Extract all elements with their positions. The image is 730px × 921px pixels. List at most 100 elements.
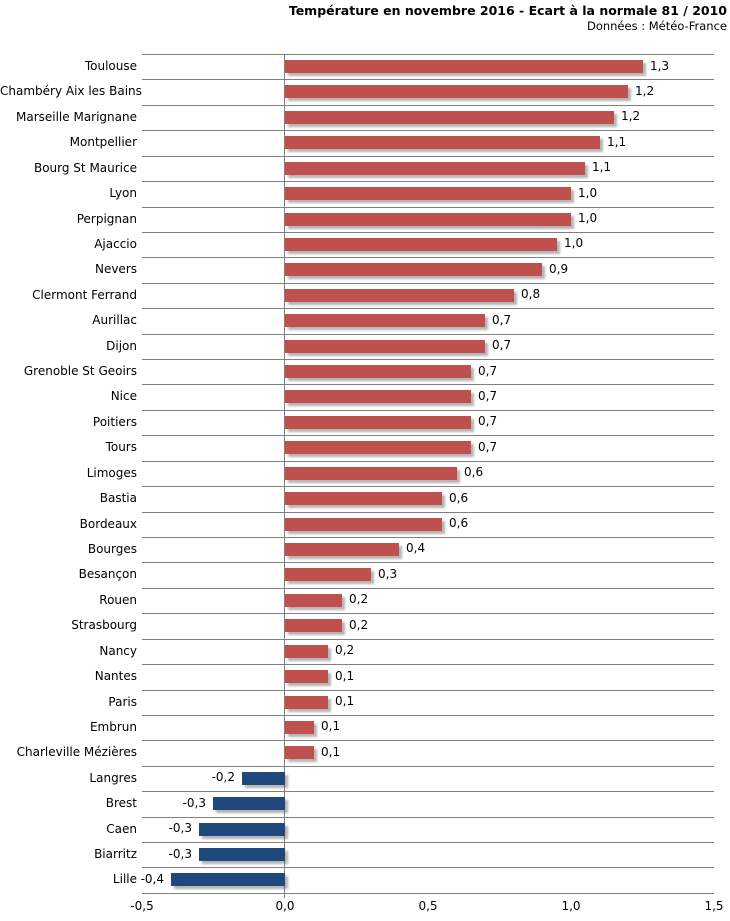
category-separator-line	[142, 410, 714, 411]
x-tick-label-0-5: 0,5	[418, 899, 438, 913]
bar-rouen	[285, 594, 342, 607]
value-label-bordeaux: 0,6	[449, 516, 469, 530]
category-label-dijon: Dijon	[106, 339, 137, 353]
value-label-lille: -0,4	[140, 872, 164, 886]
bar-bastia	[285, 492, 442, 505]
category-separator-line	[142, 740, 714, 741]
zero-axis-line	[284, 54, 285, 898]
value-label-besancon: 0,3	[378, 567, 398, 581]
value-label-montpellier: 1,1	[607, 135, 627, 149]
category-label-caen: Caen	[106, 822, 137, 836]
category-label-biarritz: Biarritz	[94, 847, 137, 861]
category-label-lille: Lille	[112, 872, 137, 886]
category-label-nancy: Nancy	[99, 644, 137, 658]
category-label-bourges: Bourges	[87, 542, 137, 556]
category-label-tours: Tours	[105, 440, 137, 454]
value-label-clermont-ferrand: 0,8	[521, 287, 541, 301]
value-label-nevers: 0,9	[549, 262, 569, 276]
value-label-bastia: 0,6	[449, 491, 469, 505]
value-label-brest: -0,3	[182, 796, 206, 810]
category-label-chambery-aix-les-bains: Chambéry Aix les Bains	[0, 84, 142, 98]
bar-besancon	[285, 568, 371, 581]
chart-subtitle: Données : Météo-France	[586, 19, 727, 33]
value-label-grenoble-st-geoirs: 0,7	[478, 364, 498, 378]
category-label-bastia: Bastia	[99, 491, 137, 505]
category-separator-line	[142, 105, 714, 106]
category-label-paris: Paris	[108, 695, 137, 709]
bar-tours	[285, 441, 471, 454]
category-label-charleville-mezieres: Charleville Mézières	[16, 745, 137, 759]
bar-biarritz	[199, 848, 285, 861]
category-separator-line	[142, 842, 714, 843]
value-label-caen: -0,3	[168, 821, 192, 835]
bar-nevers	[285, 263, 542, 276]
value-label-langres: -0,2	[211, 770, 235, 784]
bar-clermont-ferrand	[285, 289, 514, 302]
category-label-nice: Nice	[110, 389, 137, 403]
bar-brest	[213, 797, 285, 810]
category-separator-line	[142, 384, 714, 385]
category-separator-line	[142, 283, 714, 284]
bar-limoges	[285, 467, 457, 480]
x-tick-label-1-5: 1,5	[704, 899, 724, 913]
bar-bordeaux	[285, 518, 442, 531]
category-label-marseille-marignane: Marseille Marignane	[15, 110, 137, 124]
category-label-besancon: Besançon	[78, 567, 137, 581]
bar-marseille-marignane	[285, 111, 614, 124]
bar-grenoble-st-geoirs	[285, 365, 471, 378]
value-label-ajaccio: 1,0	[564, 236, 584, 250]
value-label-bourges: 0,4	[406, 541, 426, 555]
category-label-rouen: Rouen	[99, 593, 137, 607]
category-separator-line	[142, 54, 714, 55]
bar-toulouse	[285, 60, 643, 73]
category-label-embrun: Embrun	[89, 720, 137, 734]
category-label-ajaccio: Ajaccio	[94, 237, 137, 251]
value-label-biarritz: -0,3	[168, 847, 192, 861]
category-label-limoges: Limoges	[86, 466, 137, 480]
value-label-marseille-marignane: 1,2	[621, 109, 641, 123]
category-label-clermont-ferrand: Clermont Ferrand	[32, 288, 137, 302]
x-tick-label--0-5: -0,5	[130, 899, 154, 913]
category-separator-line	[142, 664, 714, 665]
value-label-nancy: 0,2	[335, 643, 355, 657]
category-separator-line	[142, 588, 714, 589]
category-label-lyon: Lyon	[109, 186, 137, 200]
bar-nancy	[285, 645, 328, 658]
category-label-langres: Langres	[89, 771, 137, 785]
bar-poitiers	[285, 416, 471, 429]
value-label-strasbourg: 0,2	[349, 618, 369, 632]
category-separator-line	[142, 867, 714, 868]
value-label-aurillac: 0,7	[492, 313, 512, 327]
category-separator-line	[142, 79, 714, 80]
category-separator-line	[142, 257, 714, 258]
category-separator-line	[142, 435, 714, 436]
category-label-strasbourg: Strasbourg	[71, 618, 137, 632]
category-separator-line	[142, 207, 714, 208]
category-separator-line	[142, 791, 714, 792]
x-tick-label-1-0: 1,0	[561, 899, 581, 913]
bar-perpignan	[285, 213, 571, 226]
category-label-bourg-st-maurice: Bourg St Maurice	[33, 161, 137, 175]
value-label-limoges: 0,6	[464, 465, 484, 479]
category-separator-line	[142, 156, 714, 157]
value-label-embrun: 0,1	[321, 719, 341, 733]
category-separator-line	[142, 893, 714, 894]
category-label-montpellier: Montpellier	[69, 135, 137, 149]
value-label-nice: 0,7	[478, 389, 498, 403]
category-separator-line	[142, 715, 714, 716]
bar-dijon	[285, 340, 485, 353]
bar-nantes	[285, 670, 328, 683]
category-label-perpignan: Perpignan	[76, 212, 137, 226]
value-label-nantes: 0,1	[335, 669, 355, 683]
value-label-tours: 0,7	[478, 440, 498, 454]
x-tick-label-0-0: 0,0	[275, 899, 295, 913]
category-separator-line	[142, 512, 714, 513]
bar-embrun	[285, 721, 314, 734]
category-separator-line	[142, 232, 714, 233]
category-separator-line	[142, 461, 714, 462]
category-separator-line	[142, 690, 714, 691]
bar-lille	[171, 873, 285, 886]
category-separator-line	[142, 486, 714, 487]
category-separator-line	[142, 613, 714, 614]
value-label-dijon: 0,7	[492, 338, 512, 352]
